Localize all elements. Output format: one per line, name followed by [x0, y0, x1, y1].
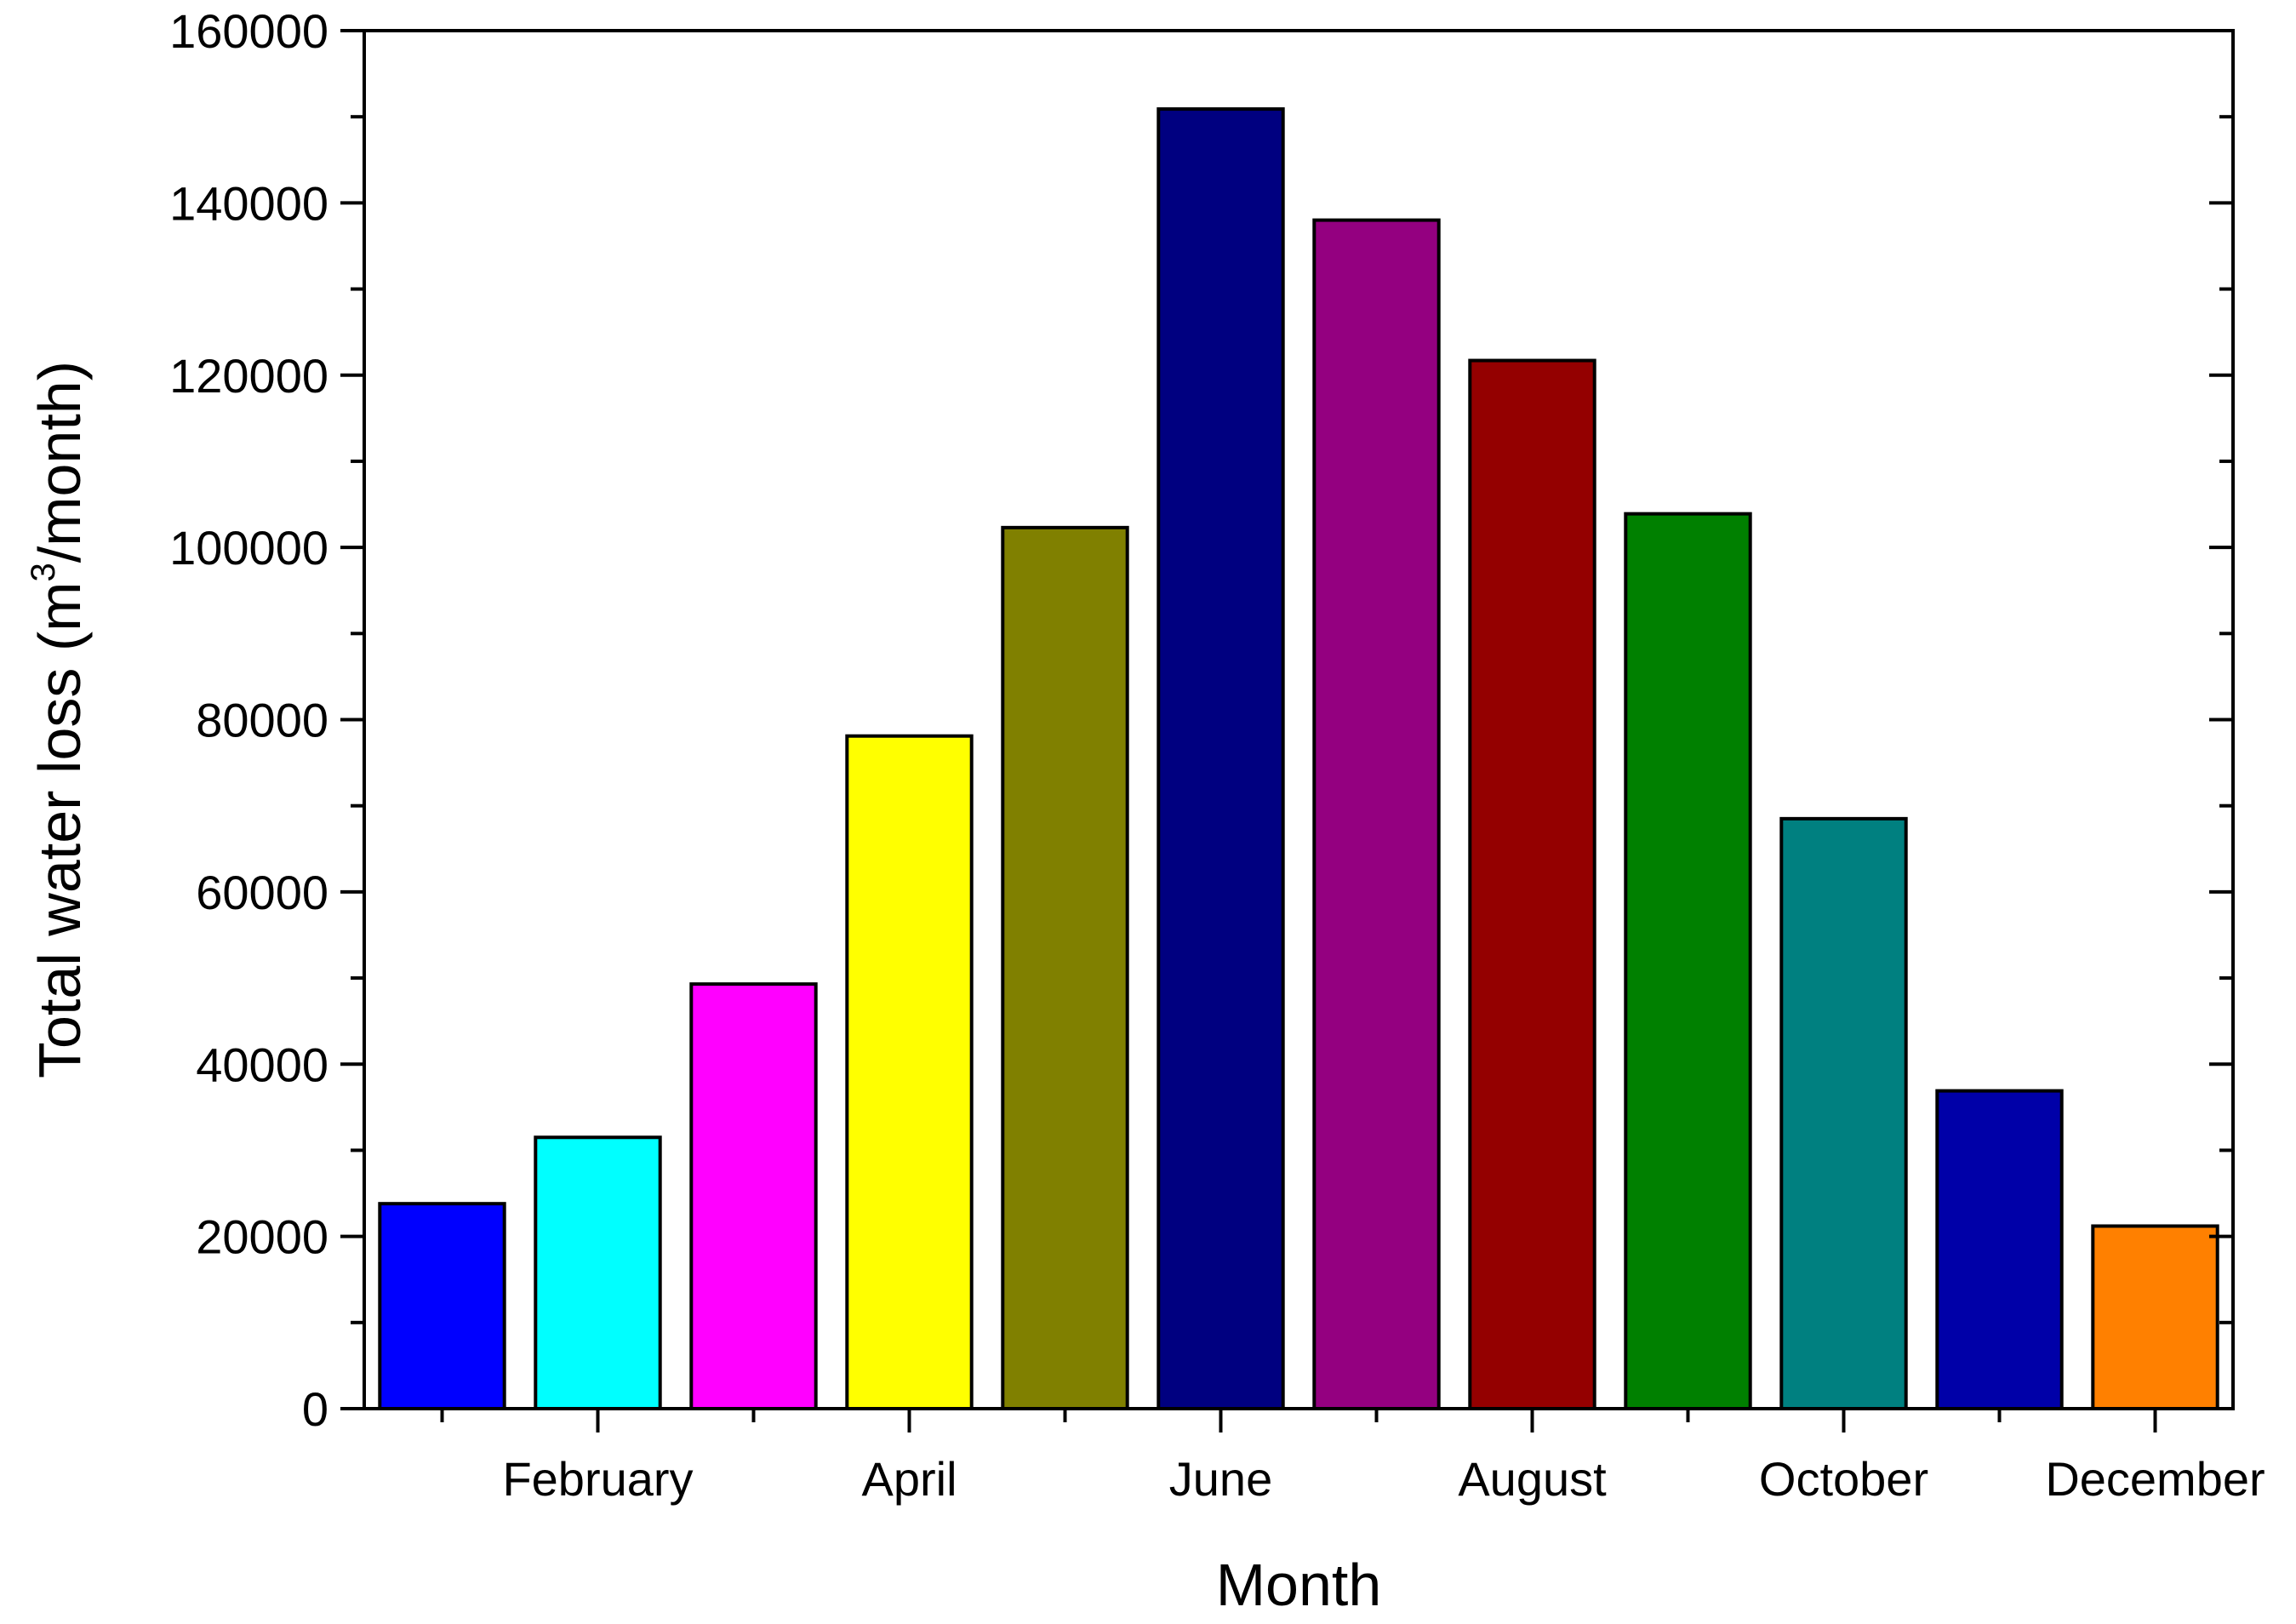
- y-tick-label: 60000: [196, 866, 328, 919]
- y-tick-label: 40000: [196, 1038, 328, 1091]
- bar-november: [1935, 1089, 2064, 1411]
- y-axis-title-superscript: 3: [25, 563, 62, 581]
- bar-september: [1624, 512, 1752, 1410]
- y-axis-title-prefix: Total water loss (m: [26, 582, 93, 1078]
- x-tick-label-april: April: [861, 1452, 957, 1506]
- x-tick-label-february: February: [502, 1452, 693, 1506]
- y-tick-label: 100000: [169, 521, 328, 575]
- x-axis-ticks: February April June August October December: [440, 1409, 2265, 1506]
- x-tick-label-december: December: [2045, 1452, 2265, 1506]
- bar-january: [378, 1202, 506, 1410]
- x-tick-label-june: June: [1169, 1452, 1272, 1506]
- y-axis-ticks: 0 20000 40000 60000 80000 100000 120000 140000 1…: [169, 4, 2233, 1436]
- bar-april: [845, 734, 974, 1410]
- x-tick-label-august: August: [1458, 1452, 1607, 1506]
- x-axis-title: Month: [1216, 1552, 1382, 1618]
- y-tick-label: 140000: [169, 176, 328, 230]
- bar-may: [1001, 525, 1129, 1410]
- y-axis-title: Total water loss (m3/month): [25, 361, 93, 1078]
- bar-july: [1312, 218, 1441, 1410]
- x-tick-label-october: October: [1759, 1452, 1928, 1506]
- y-axis-title-suffix: /month): [26, 361, 93, 563]
- bar-march: [689, 982, 818, 1410]
- y-tick-label: 80000: [196, 694, 328, 747]
- bar-february: [534, 1135, 662, 1411]
- bars-layer: [378, 107, 2219, 1411]
- y-tick-label: 120000: [169, 349, 328, 403]
- bar-august: [1468, 358, 1596, 1411]
- bar-october: [1779, 816, 1908, 1410]
- bar-december: [2091, 1224, 2219, 1411]
- y-tick-label: 0: [302, 1382, 328, 1436]
- plot-frame: [363, 29, 2235, 1410]
- y-tick-label: 160000: [169, 4, 328, 58]
- bar-june: [1157, 107, 1285, 1411]
- y-tick-label: 20000: [196, 1210, 328, 1264]
